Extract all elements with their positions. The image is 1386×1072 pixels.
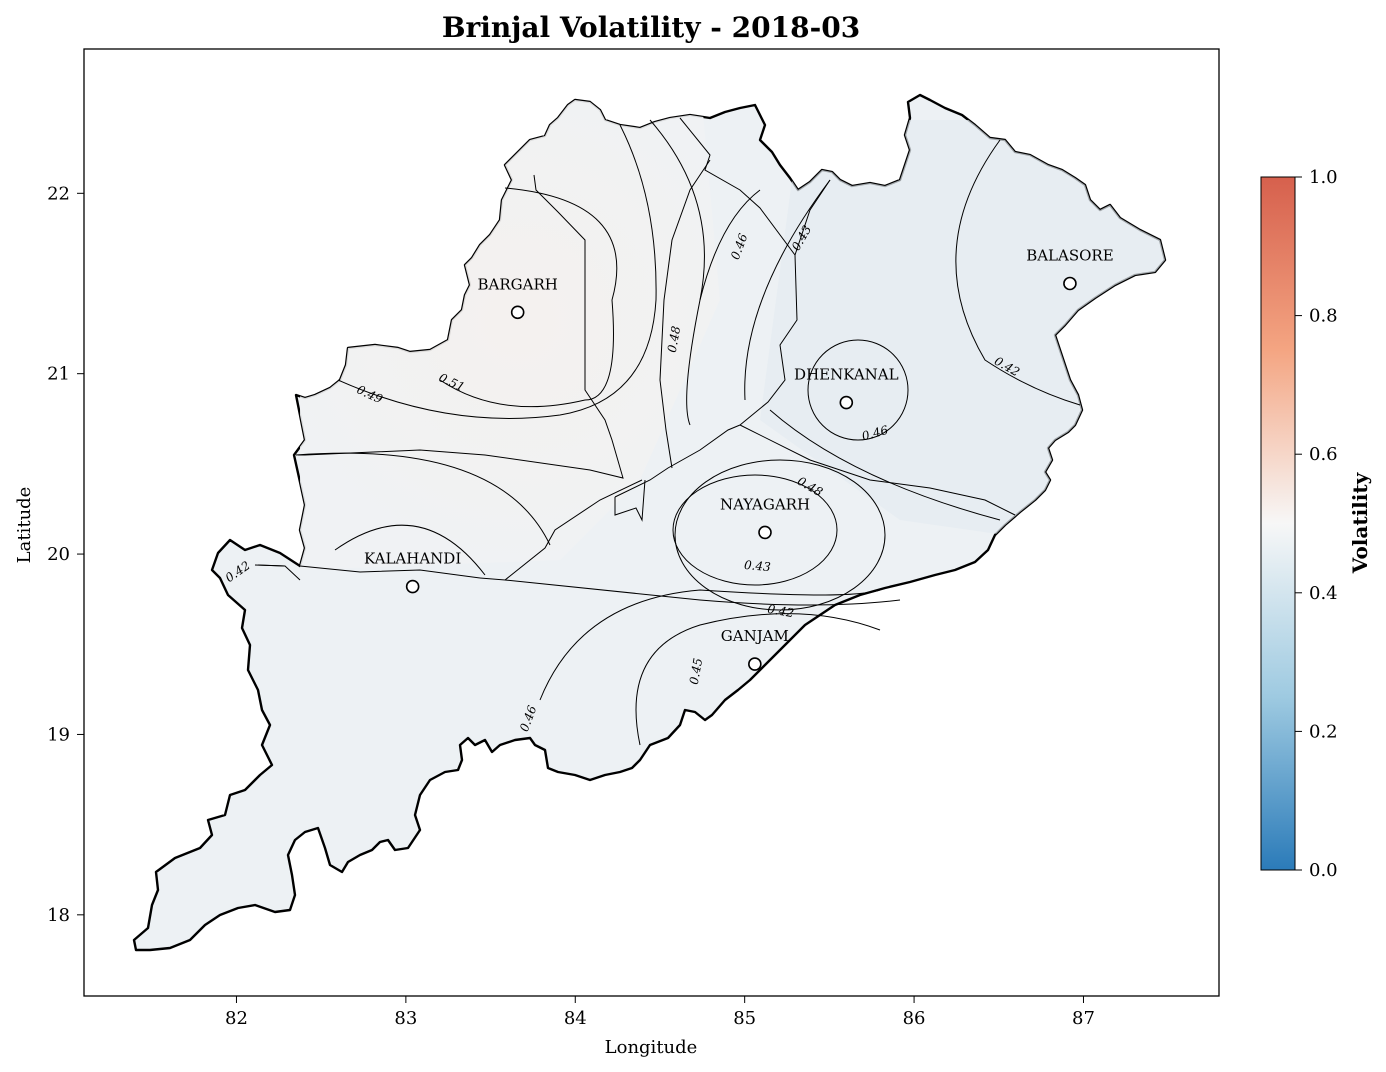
district-marker	[1063, 276, 1077, 291]
contour-line	[672, 474, 838, 586]
district-boundaries	[257, 117, 1016, 581]
district-boundary	[298, 174, 624, 479]
colorbar-label: Volatility	[1348, 471, 1372, 574]
x-axis-label: Longitude	[605, 1037, 698, 1058]
contour-label: 0.45	[687, 657, 705, 686]
contour-line	[539, 589, 881, 701]
colorbar-tick-label: 0.8	[1309, 306, 1338, 327]
district-boundary	[679, 117, 796, 256]
x-tick-label: 84	[564, 1008, 587, 1029]
district-boundary	[739, 254, 798, 426]
y-axis-ticks: 18 19 20 21 22	[47, 183, 84, 926]
contour-line	[635, 613, 881, 746]
district-label: BARGARH	[477, 275, 557, 293]
district-boundary	[614, 479, 646, 522]
district-marker	[510, 305, 525, 320]
district-label: KALAHANDI	[364, 550, 461, 568]
contour-label: 0.42	[766, 602, 795, 620]
y-tick-label: 18	[47, 905, 70, 926]
district-boundary	[614, 424, 741, 498]
district-boundary	[479, 479, 643, 581]
contour-lines	[254, 119, 1081, 746]
contour-line	[807, 339, 909, 441]
district-markers: BARGARH BALASORE DHENKANAL NAYAGARH KALAHAND…	[364, 246, 1114, 671]
x-tick-label: 86	[903, 1008, 926, 1029]
axes-frame	[83, 48, 1220, 997]
x-tick-label: 82	[225, 1008, 248, 1029]
colorbar-ticks: 0.0 0.2 0.4 0.6 0.8 1.0	[1295, 167, 1338, 881]
district-marker	[839, 395, 854, 410]
contour-label: 0.48	[665, 325, 683, 354]
contour-line	[334, 524, 486, 576]
district-boundary	[659, 159, 711, 469]
district-boundary	[739, 424, 1016, 516]
colorbar-tick-label: 0.2	[1309, 721, 1338, 742]
colorbar: 0.0 0.2 0.4 0.6 0.8 1.0 Volatility	[1260, 167, 1372, 881]
contour-line	[254, 564, 286, 567]
district-boundary	[299, 565, 481, 579]
district-marker	[758, 525, 772, 540]
y-tick-label: 22	[47, 183, 70, 204]
contour-label: 0.46	[860, 423, 890, 444]
contour-line	[649, 119, 705, 426]
district-marker	[405, 579, 420, 594]
colorbar-tick-label: 0.0	[1309, 860, 1338, 881]
contour-line	[955, 139, 1081, 406]
y-axis-label: Latitude	[14, 487, 35, 564]
contour-line	[674, 459, 886, 611]
district-label: BALASORE	[1026, 246, 1113, 264]
district-marker	[748, 657, 762, 671]
colorbar-tick-label: 0.4	[1309, 583, 1338, 604]
y-tick-label: 20	[47, 544, 70, 565]
district-label: NAYAGARH	[720, 495, 810, 513]
contour-line	[439, 187, 618, 408]
x-axis-ticks: 82 83 84 85 86 87	[225, 996, 1095, 1029]
contour-label: 0.43	[743, 558, 771, 574]
contour-line	[337, 124, 657, 419]
x-tick-label: 83	[394, 1008, 417, 1029]
district-boundary	[794, 179, 831, 256]
x-tick-label: 85	[733, 1008, 756, 1029]
contour-line	[769, 409, 1001, 521]
chart-title: Brinjal Volatility - 2018-03	[442, 11, 860, 44]
colorbar-tick-label: 0.6	[1309, 444, 1338, 465]
contour-line	[504, 579, 901, 606]
district-label: GANJAM	[721, 627, 789, 645]
colorbar-gradient	[1260, 176, 1296, 871]
contour-line	[744, 179, 831, 401]
y-tick-label: 21	[47, 364, 70, 385]
district-label: DHENKANAL	[794, 366, 899, 384]
colorbar-tick-label: 1.0	[1309, 167, 1338, 188]
x-tick-label: 87	[1072, 1008, 1095, 1029]
contour-line	[295, 452, 551, 546]
y-tick-label: 19	[47, 724, 70, 745]
contour-line	[699, 189, 761, 301]
